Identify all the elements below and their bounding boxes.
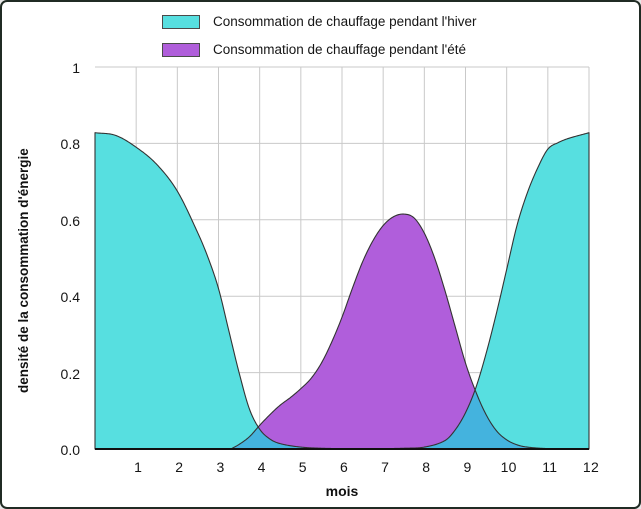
x-tick-label: 12 xyxy=(582,459,600,475)
y-tick-label: 0.8 xyxy=(60,136,80,153)
x-tick-label: 4 xyxy=(257,459,266,475)
y-tick-label: 0.0 xyxy=(60,442,80,458)
legend-label-summer: Consommation de chauffage pendant l'été xyxy=(213,42,467,57)
x-tick-label: 2 xyxy=(175,459,184,475)
x-tick-label: 5 xyxy=(298,459,307,475)
x-tick-label: 3 xyxy=(216,459,225,475)
legend-item-winter: Consommation de chauffage pendant l'hive… xyxy=(162,14,477,30)
legend-label-winter: Consommation de chauffage pendant l'hive… xyxy=(213,14,477,29)
y-tick-label: 1 xyxy=(72,60,80,76)
winter-swatch xyxy=(162,15,200,29)
y-tick-label: 0.4 xyxy=(60,289,80,306)
x-axis-title: mois xyxy=(325,483,359,499)
legend-item-summer: Consommation de chauffage pendant l'été xyxy=(162,42,477,58)
y-tick-label: 0.6 xyxy=(60,212,80,229)
legend: Consommation de chauffage pendant l'hive… xyxy=(162,14,477,70)
y-tick-label: 0.2 xyxy=(60,365,80,382)
x-tick-label: 11 xyxy=(542,459,558,475)
summer-swatch xyxy=(162,43,200,57)
x-tick-label: 8 xyxy=(422,459,431,475)
x-tick-label: 9 xyxy=(463,459,472,475)
x-tick-label: 7 xyxy=(381,459,390,475)
x-tick-label: 1 xyxy=(134,459,143,475)
y-axis-title: densité de la consommation d'énergie xyxy=(16,148,31,393)
x-tick-label: 10 xyxy=(500,459,517,475)
x-tick-label: 6 xyxy=(339,459,349,475)
